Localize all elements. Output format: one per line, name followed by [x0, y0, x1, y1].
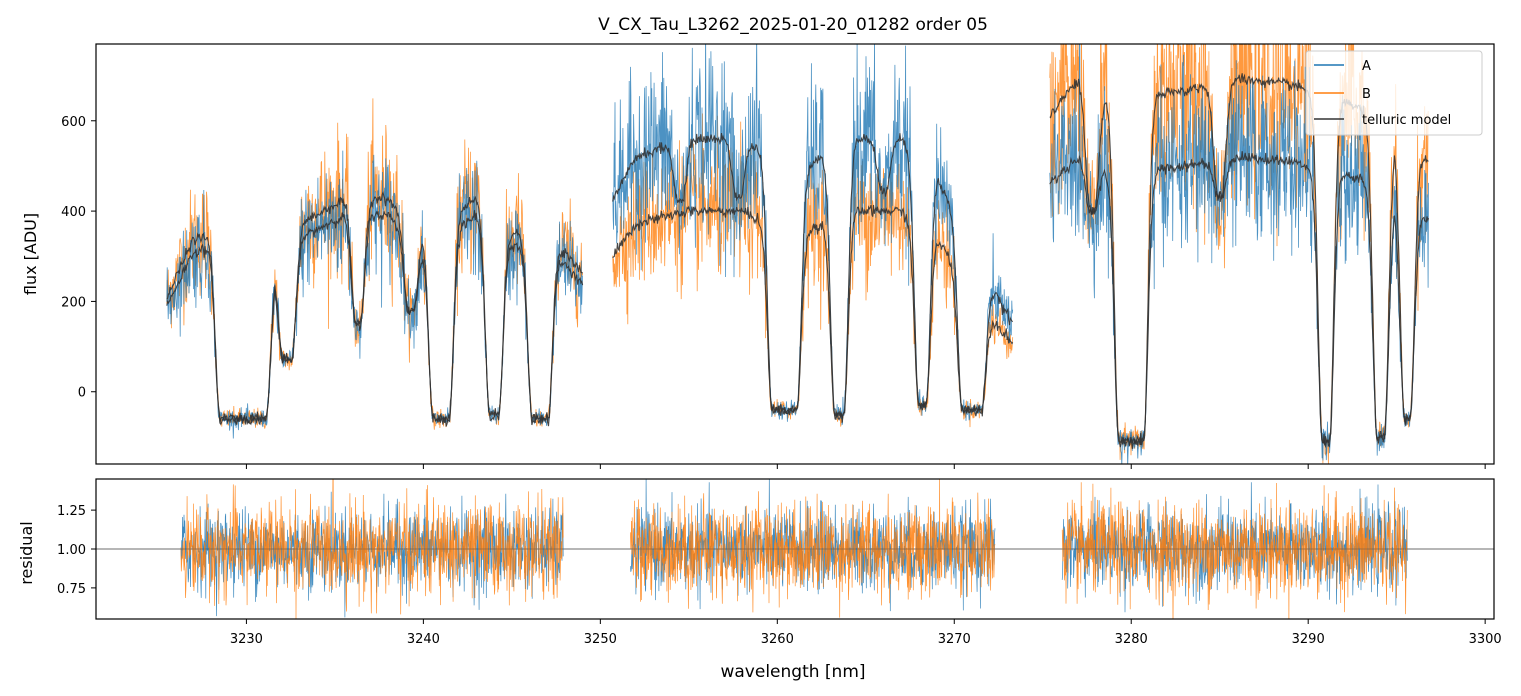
series-a-segment-2 — [612, 44, 1014, 426]
legend-label-b: B — [1362, 87, 1371, 102]
top-plot: 0 200 400 600 flux [ADU] A B telluric model — [21, 43, 1495, 469]
legend-label-telluric: telluric model — [1362, 113, 1451, 128]
top-y-tick-label-400: 400 — [61, 205, 86, 220]
bottom-x-tick-label-3290: 3290 — [1292, 632, 1325, 647]
chart-title: V_CX_Tau_L3262_2025-01-20_01282 order 05 — [598, 15, 988, 35]
telluric-model-b-segment-1 — [166, 191, 583, 426]
bottom-plot-area — [96, 479, 1494, 619]
bottom-x-tick-label-3240: 3240 — [407, 632, 440, 647]
top-plot-area — [166, 44, 1430, 464]
telluric-model-a-segment-1 — [166, 210, 584, 427]
telluric-model-a-segment-3 — [1049, 151, 1430, 449]
bottom-x-tick-label-3250: 3250 — [584, 632, 617, 647]
bottom-y-tick-label-2: 1.25 — [57, 504, 86, 519]
bottom-x-tick-label-3270: 3270 — [938, 632, 971, 647]
bottom-x-tick-label-3300: 3300 — [1469, 632, 1502, 647]
top-x-ticks — [245, 464, 1486, 469]
legend-label-a: A — [1362, 59, 1371, 74]
bottom-x-ticks: 3230 3240 3250 3260 3270 3280 3290 3300 — [230, 619, 1502, 647]
top-y-tick-label-0: 0 — [78, 386, 86, 401]
bottom-y-tick-label-0: 0.75 — [57, 582, 86, 597]
top-y-ticks: 0 200 400 600 — [61, 115, 96, 401]
telluric-model-a-segment-2 — [612, 133, 1014, 423]
residual-b-segment-1 — [180, 479, 564, 619]
bottom-y-tick-label-1: 1.00 — [57, 543, 86, 558]
bottom-x-tick-label-3230: 3230 — [230, 632, 263, 647]
x-axis-label: wavelength [nm] — [720, 662, 865, 682]
bottom-plot: 0.75 1.00 1.25 3230 3240 3250 3260 3270 3280 329… — [17, 478, 1502, 682]
top-y-tick-label-600: 600 — [61, 115, 86, 130]
residual-b-segment-2 — [630, 479, 996, 618]
top-y-tick-label-200: 200 — [61, 295, 86, 310]
top-axes-frame — [95, 43, 1495, 465]
series-b-segment-2 — [612, 113, 1014, 428]
bottom-x-tick-label-3280: 3280 — [1115, 632, 1148, 647]
bottom-y-ticks: 0.75 1.00 1.25 — [57, 504, 96, 597]
series-b-segment-1 — [166, 98, 583, 430]
legend: A B telluric model — [1305, 50, 1483, 136]
bottom-y-axis-label: residual — [17, 521, 36, 584]
residual-b-segment-3 — [1061, 482, 1408, 619]
legend-box — [1305, 50, 1483, 136]
top-y-axis-label: flux [ADU] — [21, 213, 40, 295]
bottom-x-tick-label-3260: 3260 — [761, 632, 794, 647]
telluric-model-b-segment-2 — [612, 204, 1014, 421]
